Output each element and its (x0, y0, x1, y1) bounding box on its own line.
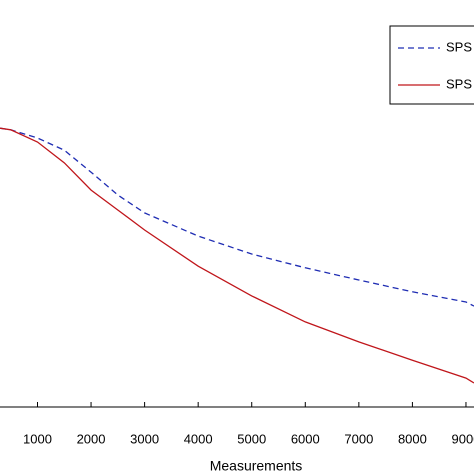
x-tick-label: 7000 (344, 431, 373, 446)
x-tick-label: 2000 (77, 431, 106, 446)
x-axis-label: Measurements (210, 458, 303, 474)
legend-label: SPS (446, 39, 472, 54)
x-tick-label: 6000 (291, 431, 320, 446)
x-tick-label: 8000 (398, 431, 427, 446)
x-tick-label: 4000 (184, 431, 213, 446)
x-tick-label: 1000 (23, 431, 52, 446)
legend-label: SPS (446, 76, 472, 91)
legend-box (389, 25, 474, 105)
x-tick-label: 5000 (237, 431, 266, 446)
x-tick-label: 3000 (130, 431, 159, 446)
series-line (0, 127, 474, 384)
x-tick-label: 9000 (452, 431, 474, 446)
series-line (0, 127, 474, 307)
